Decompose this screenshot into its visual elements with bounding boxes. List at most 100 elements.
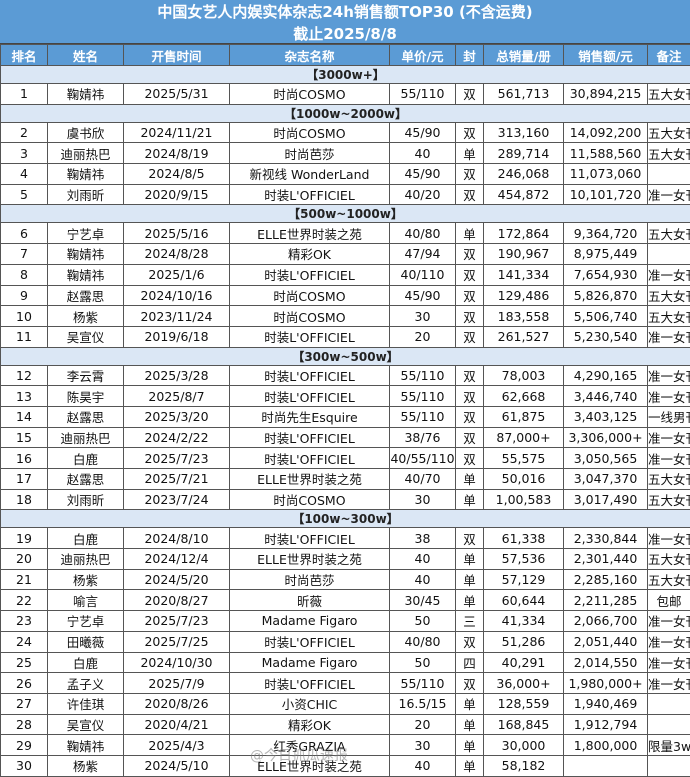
note-cell	[648, 164, 690, 185]
title-main: 中国女艺人内娱实体杂志24h销售额TOP30 (不含运费)	[0, 1, 690, 23]
column-header: 总销量/册	[484, 45, 564, 66]
rank-cell: 15	[1, 427, 48, 448]
rank-cell: 10	[1, 306, 48, 327]
section-row: 【300w~500w】	[1, 347, 690, 365]
revenue-cell: 2,285,160	[564, 569, 648, 590]
price-cell: 50	[390, 652, 456, 673]
note-cell: 五大女刊	[648, 549, 690, 570]
name-cell: 喻言	[48, 590, 124, 611]
note-cell: 五大女刊	[648, 489, 690, 510]
date-cell: 2025/1/6	[124, 264, 230, 285]
magazine-cell: 小资CHIC	[230, 693, 390, 714]
note-cell: 准一女刊	[648, 652, 690, 673]
volume-cell: 55,575	[484, 448, 564, 469]
cover-cell: 双	[456, 164, 484, 185]
note-cell: 一线男刊	[648, 406, 690, 427]
price-cell: 40/80	[390, 223, 456, 244]
cover-cell: 单	[456, 469, 484, 490]
rank-cell: 29	[1, 735, 48, 756]
volume-cell: 313,160	[484, 122, 564, 143]
name-cell: 杨紫	[48, 755, 124, 776]
price-cell: 55/110	[390, 386, 456, 407]
name-cell: 白鹿	[48, 528, 124, 549]
volume-cell: 87,000+	[484, 427, 564, 448]
volume-cell: 41,334	[484, 611, 564, 632]
revenue-cell: 3,306,000+	[564, 427, 648, 448]
volume-cell: 40,291	[484, 652, 564, 673]
revenue-cell: 9,364,720	[564, 223, 648, 244]
date-cell: 2024/5/10	[124, 755, 230, 776]
volume-cell: 289,714	[484, 143, 564, 164]
magazine-cell: 时装L'OFFICIEL	[230, 184, 390, 205]
date-cell: 2025/3/20	[124, 406, 230, 427]
name-cell: 陈昊宇	[48, 386, 124, 407]
name-cell: 鞠婧祎	[48, 264, 124, 285]
rank-cell: 3	[1, 143, 48, 164]
magazine-cell: 精彩OK	[230, 714, 390, 735]
volume-cell: 172,864	[484, 223, 564, 244]
cover-cell: 双	[456, 184, 484, 205]
column-header: 姓名	[48, 45, 124, 66]
cover-cell: 双	[456, 427, 484, 448]
name-cell: 刘雨昕	[48, 184, 124, 205]
note-cell: 包邮	[648, 590, 690, 611]
date-cell: 2025/5/31	[124, 84, 230, 105]
note-cell: 五大女刊	[648, 143, 690, 164]
rank-cell: 21	[1, 569, 48, 590]
name-cell: 田曦薇	[48, 631, 124, 652]
name-cell: 赵露思	[48, 285, 124, 306]
date-cell: 2025/7/21	[124, 469, 230, 490]
price-cell: 55/110	[390, 365, 456, 386]
name-cell: 宁艺卓	[48, 223, 124, 244]
rank-cell: 23	[1, 611, 48, 632]
volume-cell: 129,486	[484, 285, 564, 306]
name-cell: 迪丽热巴	[48, 549, 124, 570]
name-cell: 虞书欣	[48, 122, 124, 143]
section-row: 【1000w~2000w】	[1, 104, 690, 122]
note-cell: 五大女刊	[648, 469, 690, 490]
note-cell: 准一女刊	[648, 326, 690, 347]
price-cell: 30	[390, 735, 456, 756]
cover-cell: 单	[456, 693, 484, 714]
cover-cell: 三	[456, 611, 484, 632]
date-cell: 2025/8/7	[124, 386, 230, 407]
date-cell: 2024/5/20	[124, 569, 230, 590]
volume-cell: 61,875	[484, 406, 564, 427]
volume-cell: 246,068	[484, 164, 564, 185]
volume-cell: 57,129	[484, 569, 564, 590]
name-cell: 鞠婧祎	[48, 244, 124, 265]
magazine-cell: 时装L'OFFICIEL	[230, 448, 390, 469]
volume-cell: 128,559	[484, 693, 564, 714]
magazine-cell: 时尚先生Esquire	[230, 406, 390, 427]
date-cell: 2025/7/9	[124, 673, 230, 694]
price-cell: 38/76	[390, 427, 456, 448]
note-cell: 准一女刊	[648, 528, 690, 549]
date-cell: 2025/7/23	[124, 611, 230, 632]
volume-cell: 60,644	[484, 590, 564, 611]
name-cell: 刘雨昕	[48, 489, 124, 510]
revenue-cell: 1,940,469	[564, 693, 648, 714]
date-cell: 2024/12/4	[124, 549, 230, 570]
note-cell: 五大女刊	[648, 84, 690, 105]
rank-cell: 14	[1, 406, 48, 427]
note-cell: 准一女刊	[648, 184, 690, 205]
date-cell: 2024/10/30	[124, 652, 230, 673]
magazine-cell: ELLE世界时装之苑	[230, 223, 390, 244]
price-cell: 55/110	[390, 673, 456, 694]
